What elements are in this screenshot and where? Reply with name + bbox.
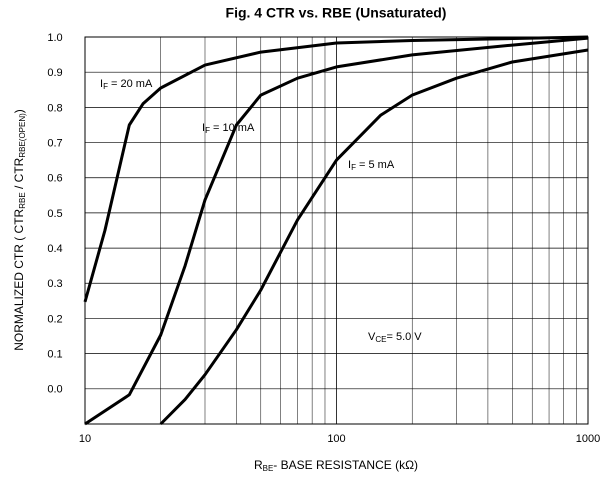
series-label-sub: F: [103, 82, 108, 91]
series-label-part: = 20 mA: [108, 78, 153, 90]
series-label: IF = 5 mA: [348, 159, 395, 172]
y-tick-label: 0.8: [47, 102, 62, 114]
x-tick-label: 10: [79, 433, 91, 445]
series-label-sub: F: [351, 163, 356, 172]
y-tick-label: 0.3: [47, 278, 62, 290]
y-axis-label-part: ): [12, 109, 26, 113]
line-series: [159, 48, 589, 426]
line-series: [84, 36, 589, 426]
y-axis-label-sub: RBE(OPEN): [18, 113, 27, 158]
x-axis-label: RBE- BASE RESISTANCE (kΩ): [254, 458, 418, 473]
annotation-part: V: [368, 331, 376, 343]
y-tick-label: 0.5: [47, 208, 62, 220]
y-tick-label: 0.7: [47, 137, 62, 149]
y-tick-label: 0.9: [47, 67, 62, 79]
y-tick-label: 0.1: [47, 349, 62, 361]
series-label: IF = 10 mA: [202, 122, 255, 135]
chart-title: Fig. 4 CTR vs. RBE (Unsaturated): [226, 5, 447, 21]
y-tick-label: 1.0: [47, 32, 62, 44]
x-tick-label: 1000: [576, 433, 600, 445]
plot-frame: [84, 36, 589, 425]
series-label: IF = 20 mA: [100, 78, 153, 91]
y-tick-label: 0.2: [47, 313, 62, 325]
series-label-part: = 5 mA: [356, 159, 395, 171]
annotation: VCE= 5.0 V: [368, 331, 422, 344]
series-label-part: I: [100, 78, 103, 90]
annotation-part: = 5.0 V: [386, 331, 422, 343]
y-axis-label-part: NORMALIZED CTR ( CTR: [12, 208, 26, 350]
x-tick-label: 100: [327, 433, 345, 445]
x-axis-label-part: - BASE RESISTANCE (kΩ): [273, 458, 418, 472]
x-axis-label-sub: BE: [263, 464, 274, 473]
series-label-part: I: [348, 159, 351, 171]
series-label-part: I: [202, 122, 205, 134]
series-label-sub: F: [205, 126, 210, 135]
y-axis-label-part: / CTR: [12, 157, 26, 192]
y-tick-label: 0.6: [47, 173, 62, 185]
line-series: [83, 35, 589, 303]
y-tick-label: 0.0: [47, 384, 62, 396]
annotation-sub: CE: [375, 335, 386, 344]
y-axis-label-sub: RBE: [18, 192, 27, 208]
x-axis-label-part: R: [254, 458, 263, 472]
series-label-part: = 10 mA: [210, 122, 255, 134]
y-tick-label: 0.4: [47, 243, 62, 255]
y-axis-label: NORMALIZED CTR ( CTRRBE / CTRRBE(OPEN)): [12, 109, 27, 351]
